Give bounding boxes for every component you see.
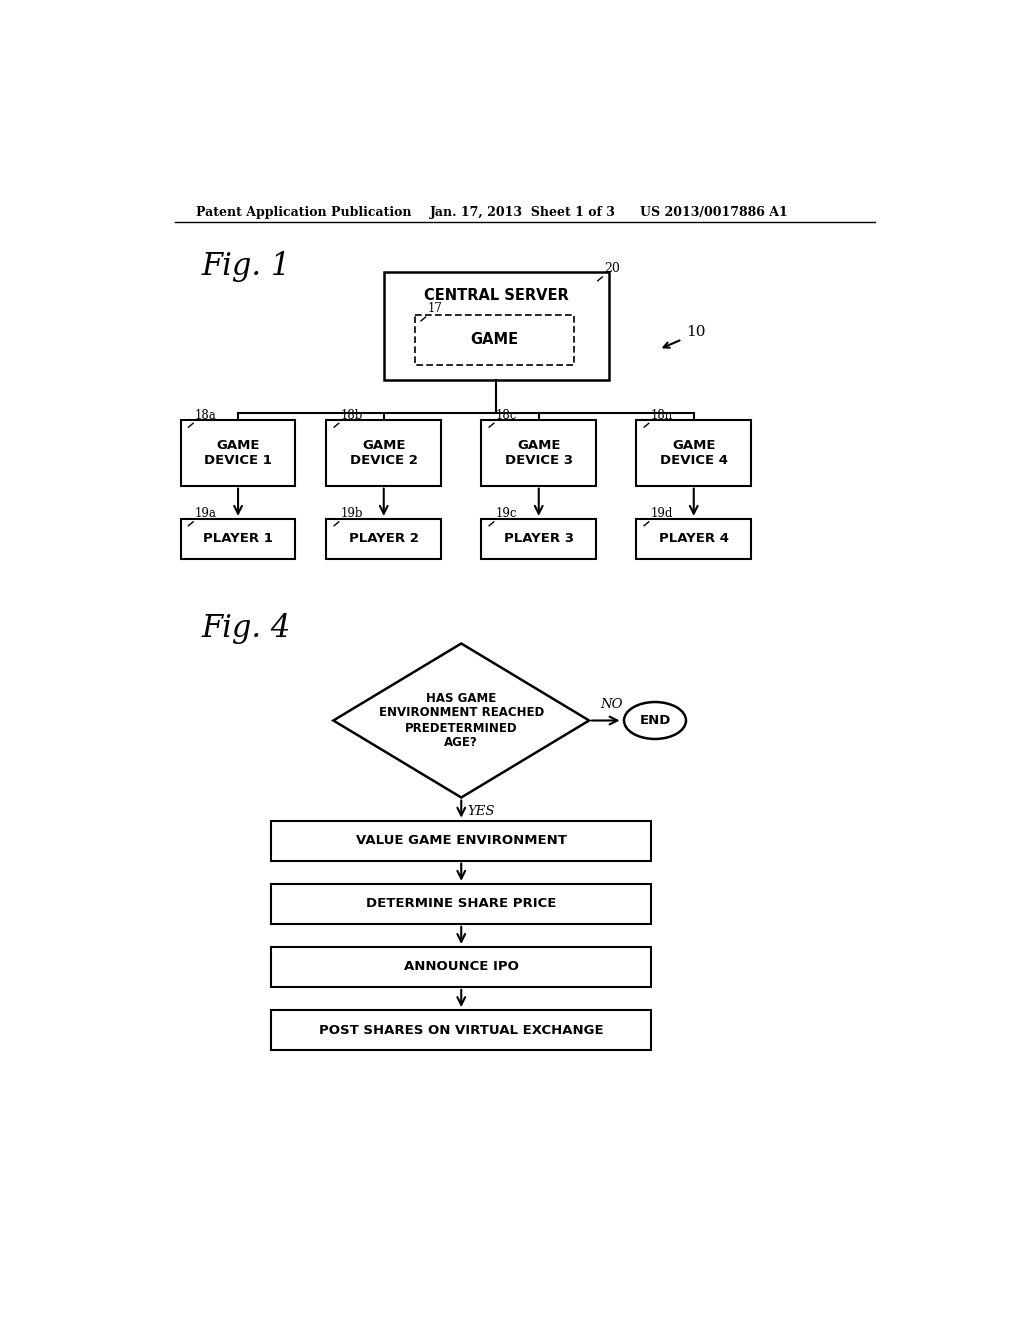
Text: 19d: 19d <box>650 507 673 520</box>
Text: PLAYER 1: PLAYER 1 <box>203 532 273 545</box>
Bar <box>327 519 441 558</box>
Text: DETERMINE SHARE PRICE: DETERMINE SHARE PRICE <box>366 898 556 911</box>
Bar <box>271 1010 651 1051</box>
Bar <box>415 314 573 364</box>
Bar <box>384 272 608 380</box>
Text: GAME
DEVICE 4: GAME DEVICE 4 <box>659 440 728 467</box>
Text: 18c: 18c <box>496 409 517 422</box>
Bar <box>180 420 295 486</box>
Text: US 2013/0017886 A1: US 2013/0017886 A1 <box>640 206 787 219</box>
Text: 17: 17 <box>427 302 442 315</box>
Text: END: END <box>639 714 671 727</box>
Text: POST SHARES ON VIRTUAL EXCHANGE: POST SHARES ON VIRTUAL EXCHANGE <box>318 1023 603 1036</box>
Bar <box>636 420 751 486</box>
Text: Patent Application Publication: Patent Application Publication <box>197 206 412 219</box>
Text: 19b: 19b <box>340 507 362 520</box>
Text: 20: 20 <box>604 263 620 276</box>
Text: 19c: 19c <box>496 507 517 520</box>
Text: Fig. 4: Fig. 4 <box>202 612 291 644</box>
Bar <box>327 420 441 486</box>
Bar <box>481 420 596 486</box>
Bar <box>271 821 651 861</box>
Text: PLAYER 3: PLAYER 3 <box>504 532 573 545</box>
Text: 19a: 19a <box>195 507 216 520</box>
Text: 18n: 18n <box>650 409 673 422</box>
Bar <box>180 519 295 558</box>
Text: Fig. 1: Fig. 1 <box>202 251 291 281</box>
Bar <box>271 884 651 924</box>
Bar <box>481 519 596 558</box>
Text: 18b: 18b <box>340 409 362 422</box>
Ellipse shape <box>624 702 686 739</box>
Text: GAME
DEVICE 1: GAME DEVICE 1 <box>204 440 272 467</box>
Text: 18a: 18a <box>195 409 216 422</box>
Text: ANNOUNCE IPO: ANNOUNCE IPO <box>403 961 519 973</box>
Text: HAS GAME
ENVIRONMENT REACHED
PREDETERMINED
AGE?: HAS GAME ENVIRONMENT REACHED PREDETERMIN… <box>379 692 544 750</box>
Text: GAME: GAME <box>470 333 518 347</box>
Text: 10: 10 <box>686 325 706 339</box>
Text: PLAYER 2: PLAYER 2 <box>349 532 419 545</box>
Text: VALUE GAME ENVIRONMENT: VALUE GAME ENVIRONMENT <box>355 834 566 847</box>
Text: NO: NO <box>601 698 624 711</box>
Text: GAME
DEVICE 2: GAME DEVICE 2 <box>350 440 418 467</box>
Bar <box>636 519 751 558</box>
Bar <box>271 946 651 987</box>
Text: YES: YES <box>467 805 495 818</box>
Text: GAME
DEVICE 3: GAME DEVICE 3 <box>505 440 572 467</box>
Text: Jan. 17, 2013  Sheet 1 of 3: Jan. 17, 2013 Sheet 1 of 3 <box>430 206 616 219</box>
Polygon shape <box>334 644 589 797</box>
Text: CENTRAL SERVER: CENTRAL SERVER <box>424 288 568 304</box>
Text: PLAYER 4: PLAYER 4 <box>658 532 729 545</box>
